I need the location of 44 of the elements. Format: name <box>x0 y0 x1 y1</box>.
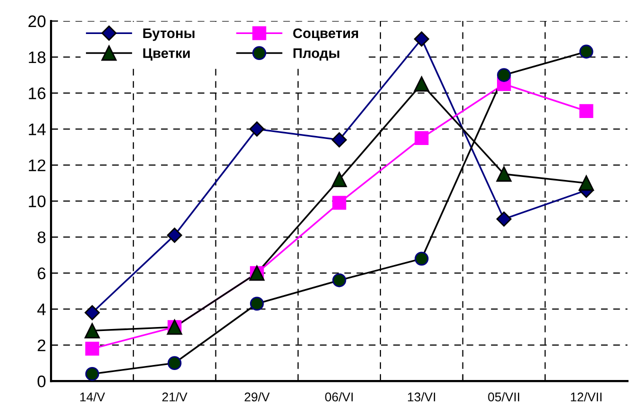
point <box>414 131 429 145</box>
legend-label: Плоды <box>294 48 340 61</box>
point <box>332 132 347 148</box>
y-tick-label: 2 <box>38 339 46 352</box>
point <box>85 366 100 381</box>
y-tick-label: 20 <box>28 15 46 28</box>
point <box>84 305 100 320</box>
point <box>250 296 264 311</box>
point <box>497 68 511 82</box>
y-tick-label: 0 <box>38 376 46 388</box>
y-tick-label: 10 <box>28 195 46 208</box>
y-tick-label: 4 <box>37 304 46 316</box>
y-tick-label: 16 <box>28 87 46 100</box>
point <box>85 342 100 356</box>
point <box>332 172 347 188</box>
y-tick-label: 8 <box>38 231 46 244</box>
x-tick-label: 05/VII <box>488 392 520 402</box>
point <box>414 252 429 266</box>
y-tick-label: 14 <box>28 124 46 136</box>
point <box>414 31 430 47</box>
point <box>332 196 346 210</box>
point <box>496 211 512 227</box>
point <box>496 166 512 182</box>
point <box>166 228 182 243</box>
point <box>249 121 264 137</box>
point <box>579 44 594 59</box>
point <box>84 323 100 338</box>
x-tick-label: 29/V <box>244 392 270 402</box>
x-tick-label: 13/VI <box>408 392 436 402</box>
x-tick-label: 21/V <box>162 392 188 402</box>
y-tick-label: 18 <box>28 51 46 64</box>
x-tick-label: 12/VII <box>570 392 602 402</box>
x-tick-label: 06/VI <box>325 392 353 402</box>
legend-label: Цветки <box>143 48 190 61</box>
point <box>332 273 346 288</box>
point <box>414 76 430 92</box>
x-tick-label: 14/V <box>80 392 106 402</box>
point <box>168 356 182 370</box>
point <box>578 175 594 191</box>
y-tick-label: 6 <box>38 267 46 280</box>
point <box>579 104 594 118</box>
legend-label: Бутоны <box>143 28 194 41</box>
legend-label: Соцветия <box>293 28 358 41</box>
y-tick-label: 12 <box>28 159 46 172</box>
